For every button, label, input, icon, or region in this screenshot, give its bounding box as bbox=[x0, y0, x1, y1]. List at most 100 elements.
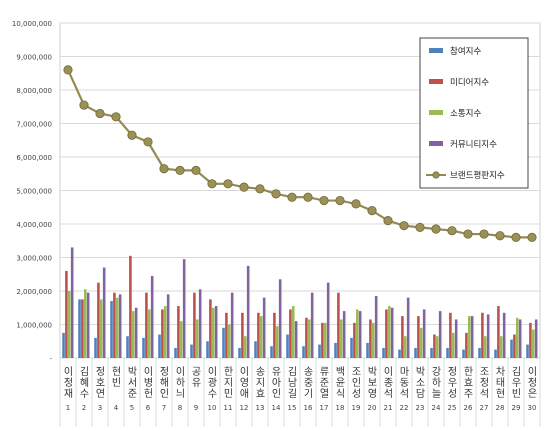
line-point bbox=[111, 112, 121, 122]
rank-label: 12 bbox=[240, 404, 249, 412]
line-series bbox=[63, 65, 537, 242]
y-tick-label: 1,000,000 bbox=[16, 322, 52, 330]
rank-label: 23 bbox=[416, 404, 425, 412]
bar-3 bbox=[388, 306, 391, 358]
line-point bbox=[191, 165, 201, 175]
legend-label: 미디어지수 bbox=[450, 77, 489, 88]
line-point bbox=[463, 229, 473, 239]
rank-label: 21 bbox=[384, 404, 393, 412]
legend-label: 브랜드평판지수 bbox=[450, 170, 505, 181]
legend-swatch bbox=[429, 48, 443, 53]
rank-label: 14 bbox=[272, 404, 281, 412]
legend-swatch bbox=[429, 79, 443, 84]
line-point bbox=[351, 199, 361, 209]
bar-1 bbox=[78, 299, 81, 358]
line-point bbox=[527, 232, 537, 242]
bar-3 bbox=[372, 322, 375, 358]
rank-label: 24 bbox=[432, 404, 441, 412]
bar-4 bbox=[166, 294, 170, 358]
rank-label: 26 bbox=[464, 404, 473, 412]
bar-1 bbox=[286, 334, 289, 358]
y-tick-label: 5,000,000 bbox=[16, 188, 52, 196]
line-point bbox=[127, 130, 137, 140]
bar-1 bbox=[270, 346, 273, 358]
line-point bbox=[479, 229, 489, 239]
bar-2 bbox=[449, 312, 452, 358]
bar-1 bbox=[174, 347, 177, 358]
bar-3 bbox=[420, 327, 423, 358]
bar-1 bbox=[318, 344, 321, 358]
y-tick-label: - bbox=[49, 355, 52, 363]
bar-2 bbox=[97, 282, 100, 358]
bar-4 bbox=[262, 297, 266, 358]
bar-2 bbox=[193, 292, 196, 358]
line-point bbox=[447, 226, 457, 236]
bar-3 bbox=[260, 316, 263, 358]
rank-label: 13 bbox=[256, 404, 265, 412]
bar-2 bbox=[321, 322, 324, 358]
y-axis: - 1,000,000 2,000,000 3,000,000 4,000,000 5,0… bbox=[12, 20, 53, 363]
bar-2 bbox=[129, 255, 132, 358]
bar-4 bbox=[182, 259, 186, 358]
rank-label: 29 bbox=[512, 404, 521, 412]
bar-1 bbox=[158, 334, 161, 358]
bar-3 bbox=[308, 319, 311, 358]
line-point bbox=[383, 216, 393, 226]
bar-2 bbox=[289, 309, 292, 358]
bar-1 bbox=[302, 346, 305, 358]
bar-2 bbox=[497, 306, 500, 358]
bar-1 bbox=[334, 342, 337, 358]
bar-2 bbox=[225, 312, 228, 358]
bar-1 bbox=[430, 347, 433, 358]
rank-label: 8 bbox=[178, 404, 182, 412]
bar-2 bbox=[305, 317, 308, 358]
bar-3 bbox=[100, 299, 103, 358]
bar-4 bbox=[246, 265, 250, 358]
bar-1 bbox=[190, 344, 193, 358]
bar-2 bbox=[465, 332, 468, 358]
bar-4 bbox=[150, 275, 154, 358]
line-point bbox=[495, 231, 505, 241]
bar-4 bbox=[342, 311, 346, 358]
bar-1 bbox=[126, 336, 129, 358]
bar-3 bbox=[500, 336, 503, 358]
bar-1 bbox=[142, 337, 145, 358]
bar-1 bbox=[462, 349, 465, 358]
bar-1 bbox=[478, 347, 481, 358]
bar-2 bbox=[353, 322, 356, 358]
line-point bbox=[271, 189, 281, 199]
rank-label: 22 bbox=[400, 404, 409, 412]
bar-4 bbox=[486, 314, 490, 358]
bar-2 bbox=[177, 306, 180, 358]
bar-3 bbox=[164, 306, 167, 358]
bar-3 bbox=[324, 322, 327, 358]
bar-1 bbox=[206, 341, 209, 358]
bar-2 bbox=[433, 334, 436, 358]
bar-4 bbox=[294, 321, 298, 358]
bar-1 bbox=[414, 347, 417, 358]
bar-3 bbox=[276, 326, 279, 358]
line-point bbox=[95, 108, 105, 119]
bar-1 bbox=[62, 332, 65, 358]
bar-4 bbox=[70, 247, 74, 358]
line-point bbox=[175, 165, 185, 175]
line-point bbox=[367, 206, 377, 216]
bar-4 bbox=[422, 309, 426, 358]
bar-3 bbox=[84, 289, 87, 358]
bar-1 bbox=[382, 347, 385, 358]
bar-1 bbox=[510, 339, 513, 358]
